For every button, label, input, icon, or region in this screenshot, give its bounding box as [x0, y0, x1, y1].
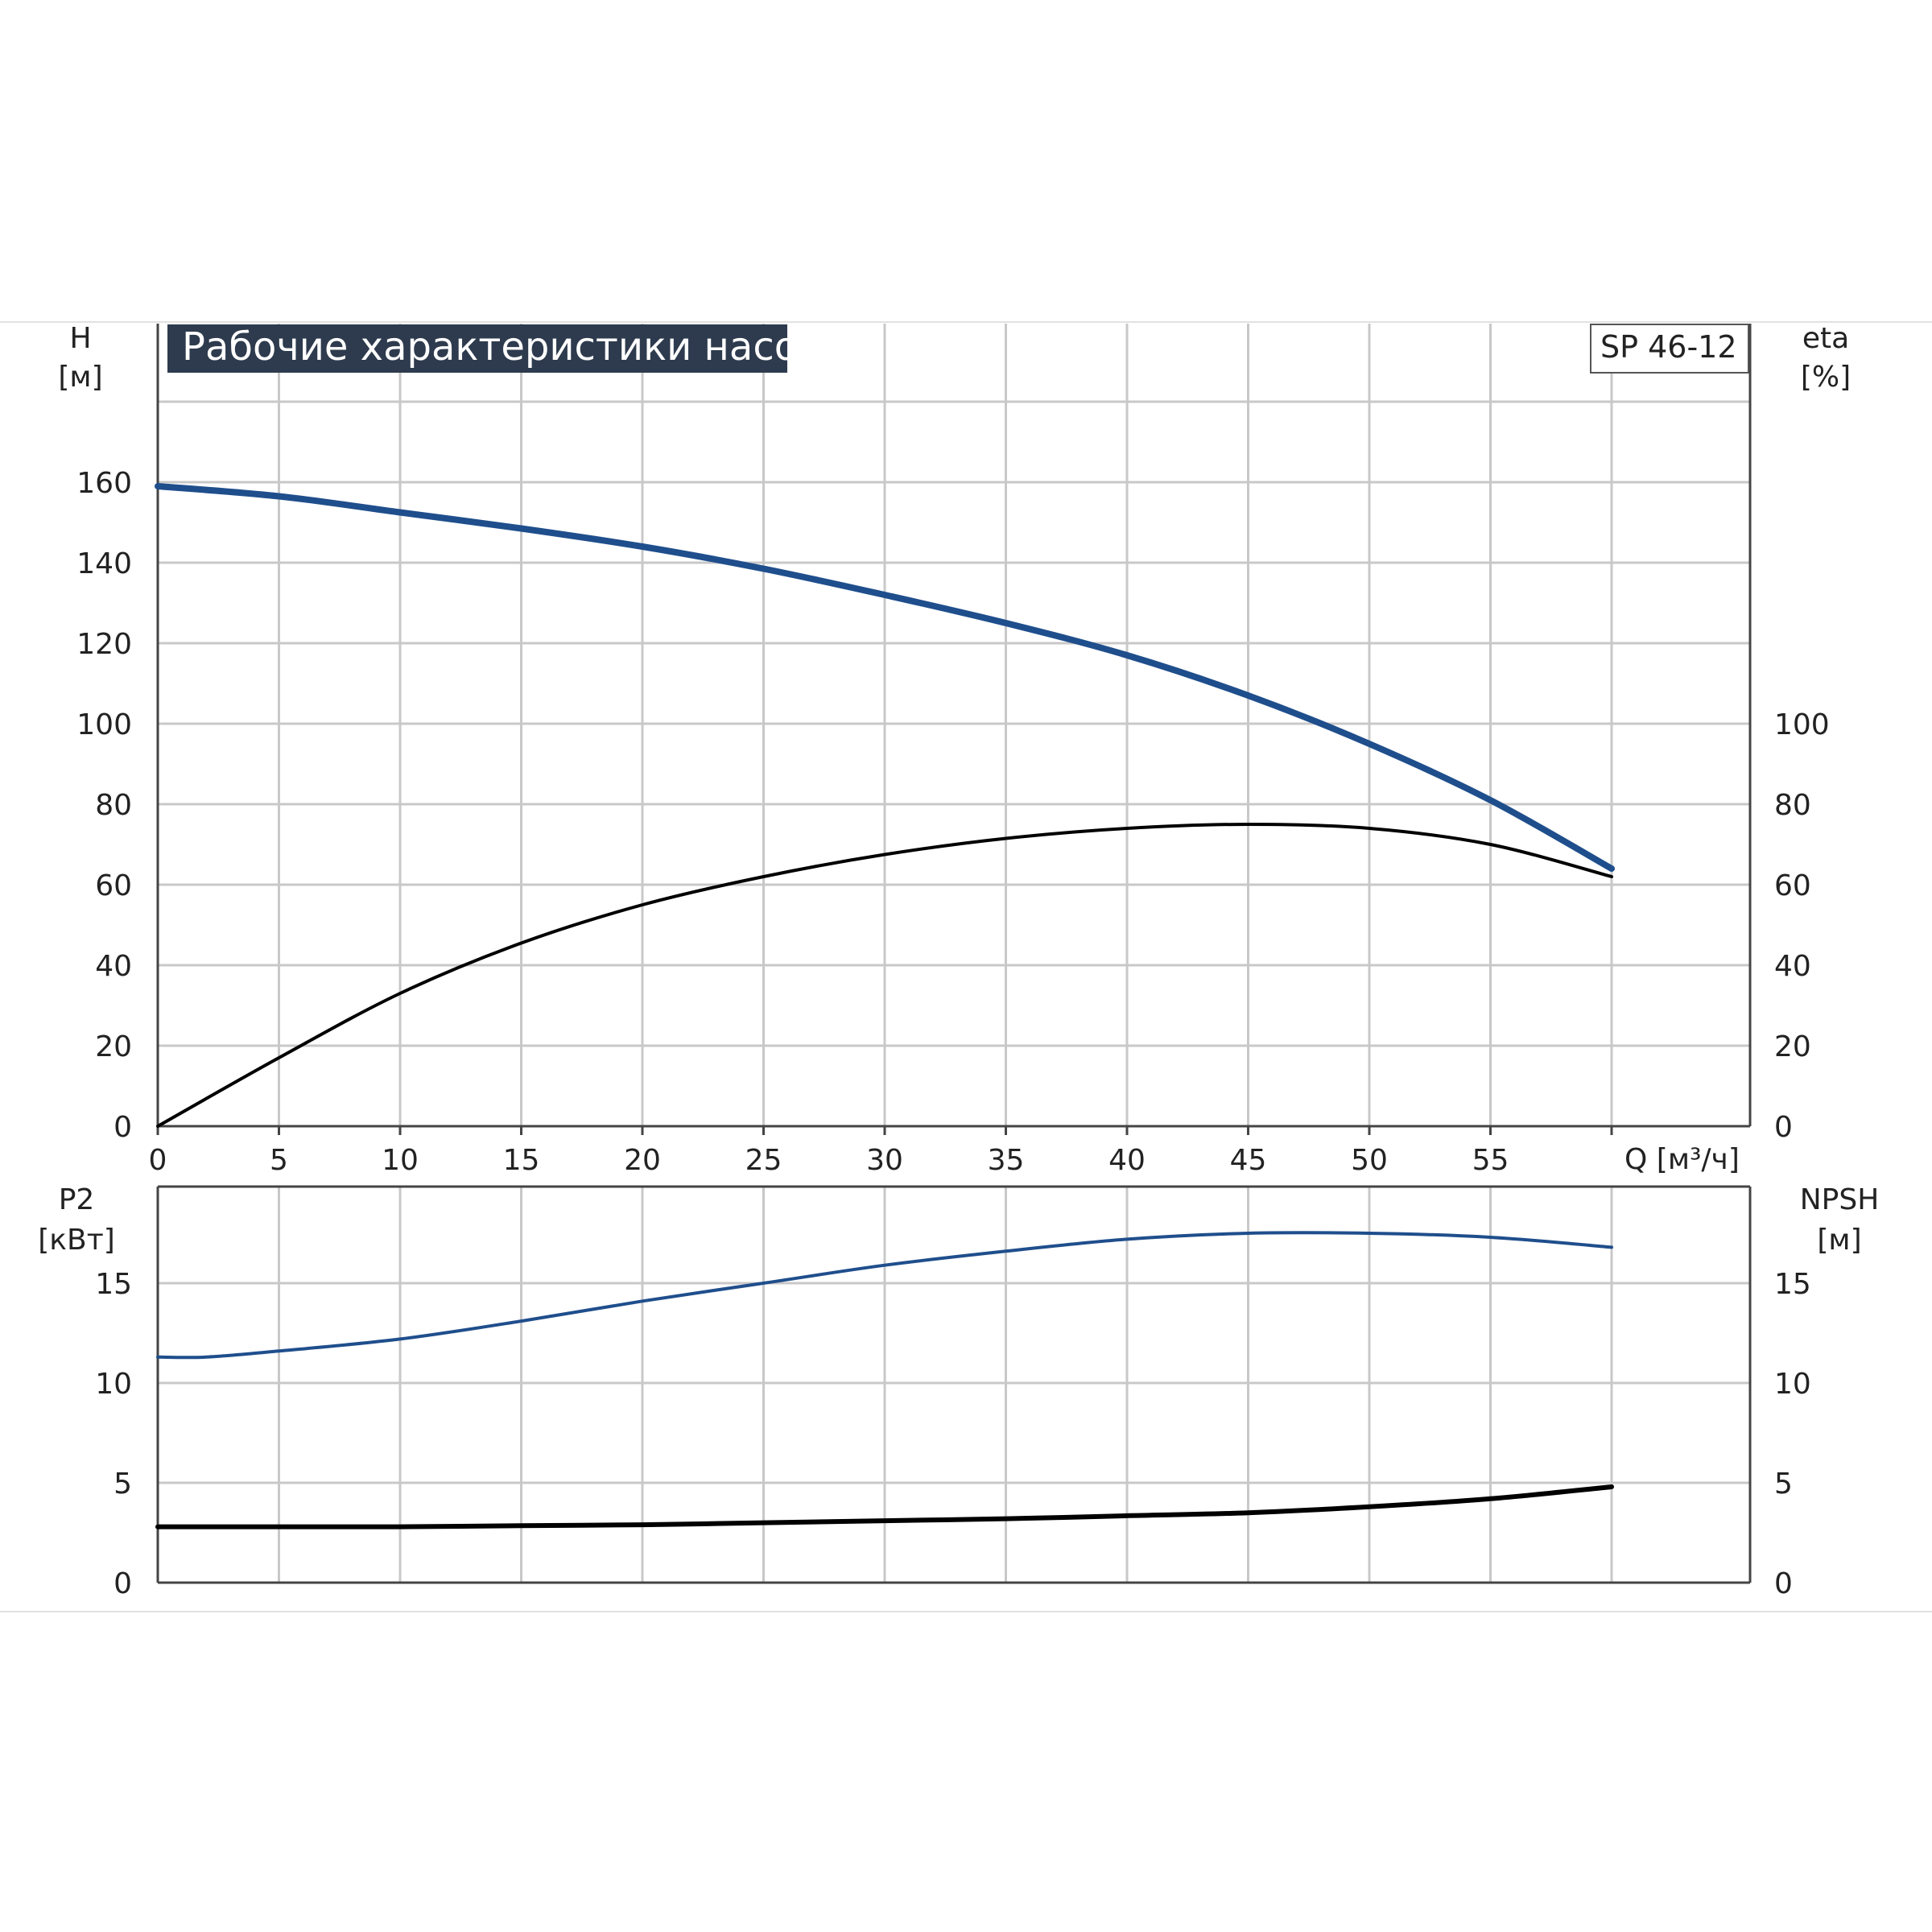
y-tick-label: 15 [95, 1268, 132, 1301]
q-axis-label: Q [м³/ч] [1624, 1143, 1740, 1176]
tick-labels: 0 5 10 15 20 25 30 35 40 45 50 55020406080100120140… [76, 467, 1829, 1600]
y-tick-label: 160 [76, 467, 132, 500]
p2-axis-label: P2 [59, 1183, 95, 1216]
x-tick-label: 35 [988, 1144, 1025, 1177]
top-grid [156, 324, 1752, 1135]
y-right-tick-label: 5 [1774, 1468, 1793, 1501]
y-tick-label: 5 [114, 1468, 132, 1501]
series-lines [155, 483, 1615, 1530]
y-tick-label: 120 [76, 628, 132, 661]
x-tick-label: 40 [1108, 1144, 1146, 1177]
y-right-tick-label: 0 [1774, 1111, 1793, 1144]
x-tick-label: 45 [1230, 1144, 1267, 1177]
y-tick-label: 140 [76, 547, 132, 580]
y-tick-label: 100 [76, 708, 132, 741]
x-tick-label: 55 [1472, 1144, 1509, 1177]
x-tick-label: 10 [382, 1144, 419, 1177]
npsh-axis-label: NPSH [1800, 1183, 1880, 1216]
y-tick-label: 60 [95, 869, 132, 902]
y-tick-label: 0 [114, 1567, 132, 1600]
npsh-curve [155, 1484, 1614, 1530]
y-tick-label: 20 [95, 1030, 132, 1063]
title-banner [167, 324, 787, 373]
x-tick-label: 25 [745, 1144, 782, 1177]
power-p2-curve [156, 1231, 1613, 1360]
y-right-tick-label: 10 [1774, 1368, 1811, 1401]
y-right-tick-label: 100 [1774, 708, 1830, 741]
y-tick-label: 80 [95, 789, 132, 822]
npsh-axis-unit: [м] [1817, 1224, 1861, 1257]
x-tick-label: 0 [149, 1144, 167, 1177]
x-tick-label: 15 [503, 1144, 540, 1177]
model-label: SP 46-12 [1600, 329, 1737, 365]
p2-axis-unit: [кВт] [38, 1224, 115, 1257]
y-right-tick-label: 15 [1774, 1268, 1811, 1301]
x-tick-label: 30 [866, 1144, 903, 1177]
y-tick-label: 40 [95, 950, 132, 983]
eta-axis-label: eta [1802, 322, 1849, 355]
y-right-tick-label: 0 [1774, 1567, 1793, 1600]
h-axis-unit: [м] [58, 361, 102, 394]
h-axis-label: H [69, 322, 91, 355]
y-right-tick-label: 40 [1774, 950, 1811, 983]
efficiency-curve [156, 822, 1613, 1128]
y-right-tick-label: 20 [1774, 1030, 1811, 1063]
chart-title: Рабочие характеристики насоса [182, 324, 843, 369]
y-right-tick-label: 60 [1774, 869, 1811, 902]
bottom-grid [156, 1185, 1752, 1584]
head-curve [155, 483, 1615, 872]
eta-axis-unit: [%] [1801, 361, 1851, 394]
x-tick-label: 5 [270, 1144, 288, 1177]
y-right-tick-label: 80 [1774, 789, 1811, 822]
y-tick-label: 10 [95, 1368, 132, 1401]
y-tick-label: 0 [114, 1111, 132, 1144]
model-box [1590, 324, 1749, 374]
x-tick-label: 50 [1351, 1144, 1388, 1177]
x-tick-label: 20 [624, 1144, 661, 1177]
